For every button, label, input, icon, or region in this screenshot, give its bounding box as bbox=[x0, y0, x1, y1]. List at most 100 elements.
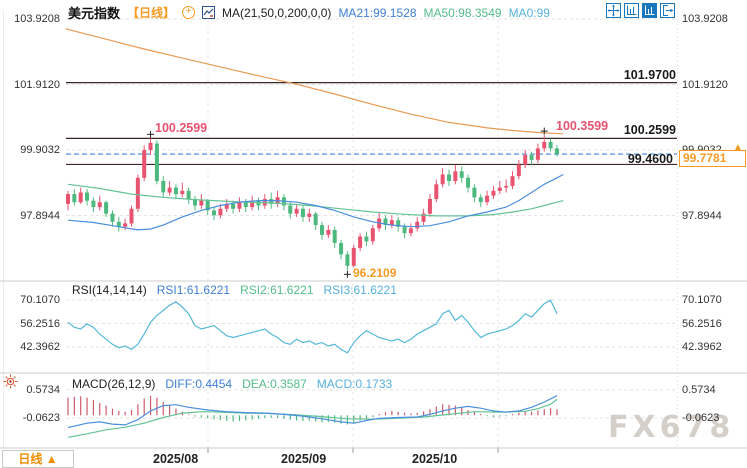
axis-label: 103.9208 bbox=[682, 13, 728, 25]
candle-body bbox=[459, 171, 464, 178]
ma-settings-label: MA(21,50,0,200,0,0) bbox=[222, 5, 332, 20]
candle-body bbox=[205, 200, 210, 211]
axis-label: 101.9120 bbox=[14, 78, 60, 91]
diff-value: DIFF:0.4454 bbox=[165, 377, 233, 391]
axis-label: 56.2516 bbox=[682, 317, 722, 330]
candle-body bbox=[142, 150, 147, 178]
axis-label: 70.1070 bbox=[20, 294, 60, 306]
candle-body bbox=[199, 200, 204, 206]
axis-label: 42.3962 bbox=[682, 341, 722, 353]
candle-body bbox=[396, 220, 401, 227]
candle-body bbox=[97, 202, 102, 208]
candle-body bbox=[173, 187, 178, 195]
candle-body bbox=[123, 223, 128, 227]
move-icon[interactable] bbox=[606, 3, 621, 18]
macd-settings-sun-icon[interactable] bbox=[3, 374, 18, 394]
candle-body bbox=[485, 195, 490, 203]
ma0-value: MA0:99 bbox=[508, 5, 550, 20]
axis-label: 97.8944 bbox=[20, 209, 60, 222]
ma200-line bbox=[65, 28, 564, 135]
rsi-header: RSI(14,14,14) RSI1:61.6221 RSI2:61.6221 … bbox=[72, 283, 397, 297]
candle-body bbox=[383, 218, 388, 225]
axis-label: 42.3962 bbox=[20, 341, 60, 353]
ma21-value: MA21:99.1528 bbox=[338, 5, 417, 20]
candle-body bbox=[161, 181, 166, 193]
add-indicator-icon[interactable]: + bbox=[182, 6, 196, 19]
candle-body bbox=[523, 155, 528, 165]
candle-body bbox=[91, 200, 96, 208]
candle-body bbox=[167, 187, 172, 193]
x-axis-label-sep: 2025/09 bbox=[281, 452, 327, 466]
candle-body bbox=[148, 142, 153, 151]
candle-body bbox=[542, 141, 547, 149]
axis-label: -0.0623 bbox=[682, 412, 720, 424]
candle-body bbox=[510, 176, 515, 186]
candle-body bbox=[434, 184, 439, 199]
candle-body bbox=[110, 213, 115, 222]
candle-body bbox=[466, 177, 471, 188]
axis-label: 99.9032 bbox=[20, 144, 60, 156]
candle-body bbox=[218, 208, 223, 216]
candle-body bbox=[78, 192, 83, 203]
rsi2-value: RSI2:61.6221 bbox=[240, 283, 314, 297]
candle-body bbox=[364, 236, 369, 242]
candle-body bbox=[186, 190, 191, 199]
candle-body bbox=[491, 190, 496, 196]
candle-body bbox=[212, 210, 217, 216]
resistance-level-label-1: 101.9700 bbox=[623, 68, 676, 82]
current-price-box: 99.7781 bbox=[679, 150, 746, 167]
exit-icon[interactable] bbox=[660, 3, 675, 18]
macd-header: MACD(26,12,9) DIFF:0.4454 DEA:0.3587 MAC… bbox=[72, 377, 392, 391]
candle-body bbox=[326, 229, 331, 235]
candle-body bbox=[104, 202, 109, 214]
axis-label: 97.8944 bbox=[682, 209, 722, 222]
candle-body bbox=[453, 171, 458, 182]
dea-value: DEA:0.3587 bbox=[242, 377, 307, 391]
candle-body bbox=[440, 174, 445, 185]
candle-body bbox=[288, 205, 293, 214]
ma21-line bbox=[67, 173, 564, 231]
candle-body bbox=[193, 199, 197, 206]
candle-body bbox=[421, 213, 426, 222]
chart-header: 美元指数 【日线】 + MA(21,50,0,200,0,0) MA21:99.… bbox=[68, 3, 550, 22]
axis-scale-active-icon[interactable] bbox=[642, 3, 657, 18]
candle-body bbox=[472, 187, 477, 198]
candle-body bbox=[269, 199, 274, 204]
candle-body bbox=[313, 213, 318, 225]
candle-body bbox=[554, 148, 559, 154]
candle-body bbox=[320, 225, 324, 235]
candle-body bbox=[351, 247, 356, 266]
candle-body bbox=[535, 148, 540, 160]
support-level-label: 99.4600 bbox=[627, 152, 673, 166]
axis-label: 101.9120 bbox=[682, 78, 728, 91]
period-tag: 【日线】 bbox=[127, 6, 176, 20]
candle-body bbox=[300, 208, 305, 217]
price-up-arrow-icon: ▲ bbox=[733, 142, 743, 153]
ma50-value: MA50:98.3549 bbox=[423, 5, 502, 20]
axis-label: 70.1070 bbox=[682, 294, 722, 306]
candle-body bbox=[332, 229, 337, 243]
candle-body bbox=[116, 221, 121, 227]
axis-scale-icon[interactable] bbox=[624, 3, 639, 18]
candle-body bbox=[339, 243, 344, 255]
candle-body bbox=[294, 208, 299, 214]
candle-body bbox=[408, 228, 413, 234]
candle-body bbox=[478, 197, 483, 203]
peak-annotation-left: 100.2599 bbox=[155, 121, 208, 135]
watermark: FX678 bbox=[608, 410, 735, 445]
axis-label: 56.2516 bbox=[20, 317, 60, 330]
indicator-chart-icon[interactable] bbox=[202, 6, 216, 19]
period-selector-tab[interactable]: 日线 ▲ bbox=[2, 450, 74, 468]
candle-body bbox=[370, 228, 375, 242]
peak-annotation-right: 100.3599 bbox=[556, 119, 609, 133]
candle-body bbox=[180, 190, 185, 195]
macd-settings-label: MACD(26,12,9) bbox=[72, 377, 156, 391]
axis-label: 0.5734 bbox=[26, 384, 60, 396]
candle-body bbox=[224, 203, 229, 209]
candle-body bbox=[129, 208, 134, 224]
candle-body bbox=[307, 213, 312, 217]
candle-body bbox=[135, 177, 140, 209]
candle-body bbox=[529, 155, 534, 160]
